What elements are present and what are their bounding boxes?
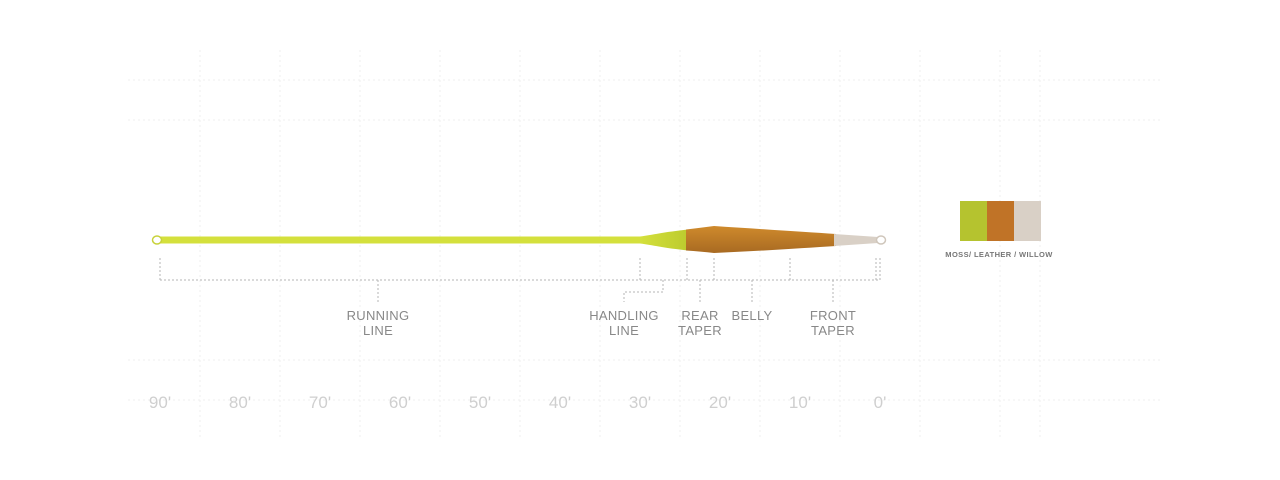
front-taper-label-line2: TAPER	[811, 323, 855, 338]
front-taper-tip-segment	[834, 234, 878, 246]
willow-color-swatch	[1014, 201, 1041, 241]
running-line-label-line1: RUNNING	[346, 308, 410, 323]
axis-tick-label: 30'	[628, 393, 652, 412]
handling-line-label-line2: LINE	[608, 323, 640, 338]
color-legend-label: MOSS/ LEATHER / WILLOW	[945, 250, 1053, 259]
handling-line-segment	[640, 229, 688, 251]
axis-tick-label: 80'	[228, 393, 252, 412]
moss-color-swatch	[960, 201, 987, 241]
axis-tick-label: 70'	[308, 393, 332, 412]
axis-tick-label: 60'	[388, 393, 412, 412]
rear-taper-label: REAR TAPER	[678, 308, 722, 338]
belly-label-line1: BELLY	[731, 308, 773, 323]
axis-tick-label: 90'	[148, 393, 172, 412]
axis-tick-label: 10'	[788, 393, 812, 412]
running-line-segment	[158, 236, 642, 244]
leather-color-swatch	[987, 201, 1014, 241]
background-grid	[128, 50, 1160, 440]
belly-label: BELLY	[731, 308, 772, 323]
front-loop-icon	[875, 235, 887, 245]
axis-tick-label: 0'	[873, 393, 887, 412]
rear-taper-label-line1: REAR	[681, 308, 719, 323]
rear-loop-icon	[151, 235, 163, 245]
axis-tick-label: 20'	[708, 393, 732, 412]
axis-tick-label: 50'	[468, 393, 492, 412]
front-taper-label: FRONT TAPER	[810, 308, 856, 338]
front-taper-label-line1: FRONT	[809, 308, 857, 323]
rear-taper-label-line2: TAPER	[678, 323, 722, 338]
fly-line	[151, 226, 887, 253]
handling-line-label-line1: HANDLING	[589, 308, 659, 323]
axis-tick-label: 40'	[548, 393, 572, 412]
running-line-label-line2: LINE	[362, 323, 394, 338]
handling-line-label: HANDLING LINE	[589, 308, 659, 338]
taper-belly-segment	[686, 226, 836, 253]
segment-brackets	[159, 258, 881, 302]
handling-line-leader	[623, 280, 664, 302]
running-line-label: RUNNING LINE	[347, 308, 410, 338]
